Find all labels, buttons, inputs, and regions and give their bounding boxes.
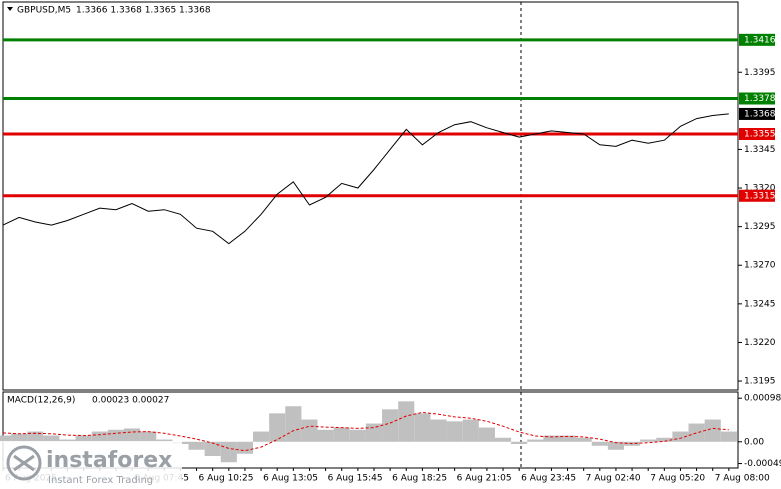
- macd-bar: [365, 423, 383, 442]
- y-tick-label: 1.3295: [744, 222, 776, 232]
- x-tick-label: 6 Aug 10:25: [199, 474, 254, 484]
- macd-bar: [107, 429, 124, 442]
- macd-bar: [27, 431, 44, 442]
- last-price-tag: [739, 107, 775, 120]
- x-tick-label: 6 Aug 18:25: [392, 474, 447, 484]
- menu-arrow: [7, 7, 13, 11]
- y-tick-label: 1.3270: [744, 261, 776, 271]
- macd-bar: [349, 429, 366, 442]
- macd-bar: [462, 419, 479, 442]
- level-label: 1.3378: [744, 94, 776, 104]
- signal-line: [2, 411, 729, 452]
- level-tag: [739, 92, 775, 105]
- logo: instaforex Instant Forex Trading: [0, 441, 182, 489]
- macd-bar: [704, 419, 721, 442]
- macd-bar: [156, 439, 173, 442]
- macd-bar: [382, 409, 399, 442]
- macd-bar: [11, 433, 28, 442]
- macd-bar: [511, 441, 528, 444]
- macd-bar: [0, 435, 12, 442]
- macd-bar: [269, 413, 286, 442]
- macd-bar: [301, 419, 318, 442]
- macd-bar: [317, 429, 334, 442]
- level-tag: [739, 189, 775, 202]
- y-tick-label: 1.3195: [744, 377, 776, 387]
- macd-bar: [527, 439, 544, 442]
- macd-bar: [220, 441, 237, 463]
- macd-bar: [591, 441, 608, 446]
- level-label: 1.3355: [744, 130, 776, 140]
- x-tick-label: 6 Aug 21:05: [457, 474, 512, 484]
- level-label: 1.3416: [744, 35, 776, 45]
- x-tick-label: 6 Aug 15:45: [328, 474, 383, 484]
- x-tick-label: 7 Aug 05:20: [650, 474, 705, 484]
- macd-bar: [123, 428, 141, 442]
- macd-bar: [607, 441, 625, 450]
- macd-bar: [398, 401, 415, 442]
- x-tick-label: 7 Aug 08:00: [715, 474, 770, 484]
- level-tag: [739, 33, 775, 46]
- macd-bar: [188, 441, 205, 450]
- macd-bar: [478, 427, 495, 442]
- macd-bar: [253, 431, 270, 442]
- macd-panel-frame: [2, 391, 739, 469]
- y-tick-label: 1.3320: [744, 184, 776, 194]
- ohlc-text: 1.3366 1.3368 1.3365 1.3368: [76, 6, 211, 16]
- macd-bar: [559, 435, 576, 442]
- macd-bar: [91, 431, 108, 442]
- macd-bar: [640, 439, 657, 442]
- macd-bar: [59, 439, 76, 442]
- y-tick-label: 1.3245: [744, 299, 776, 309]
- y-tick-label: 1.3220: [744, 338, 776, 348]
- macd-bar: [446, 421, 463, 442]
- y-tick-label: 1.3345: [744, 145, 776, 155]
- x-tick-label: 7 Aug 02:40: [586, 474, 641, 484]
- macd-bar: [204, 441, 221, 456]
- macd-bar: [494, 437, 512, 442]
- level-tag: [739, 128, 775, 141]
- macd-values: 0.00023 0.00027: [92, 396, 169, 406]
- macd-bar: [656, 437, 673, 442]
- macd-bar: [285, 406, 302, 442]
- y-tick-label: 1.3395: [744, 68, 776, 78]
- price-line: [2, 113, 729, 245]
- macd-bar: [43, 435, 60, 442]
- macd-bar: [575, 437, 592, 442]
- x-tick-label: 6 Aug 13:05: [263, 474, 318, 484]
- level-label: 1.3315: [744, 191, 776, 201]
- macd-bar: [236, 441, 254, 454]
- last-price-label: 1.3368: [744, 109, 776, 119]
- macd-bar: [414, 413, 431, 442]
- y-tick-label: 0.00098: [744, 394, 781, 404]
- macd-bar: [543, 435, 560, 442]
- x-tick-label: 6 Aug 23:45: [521, 474, 576, 484]
- macd-bar: [720, 431, 737, 442]
- macd-title: MACD(12,26,9): [7, 396, 75, 406]
- macd-bar: [688, 423, 705, 442]
- logo-mark-cross: [13, 454, 35, 472]
- chart-title: GBPUSD,M5: [17, 6, 71, 16]
- macd-bar: [672, 431, 689, 442]
- y-tick-label: 0.00: [744, 437, 764, 447]
- logo-brand: instaforex: [46, 448, 172, 473]
- y-tick-label: -0.00049: [744, 459, 781, 469]
- macd-bar: [430, 419, 447, 442]
- logo-mark: [6, 445, 42, 481]
- macd-bar: [333, 427, 350, 442]
- macd-bar: [140, 431, 157, 442]
- macd-bar: [75, 435, 92, 442]
- logo-tagline: Instant Forex Trading: [48, 475, 153, 486]
